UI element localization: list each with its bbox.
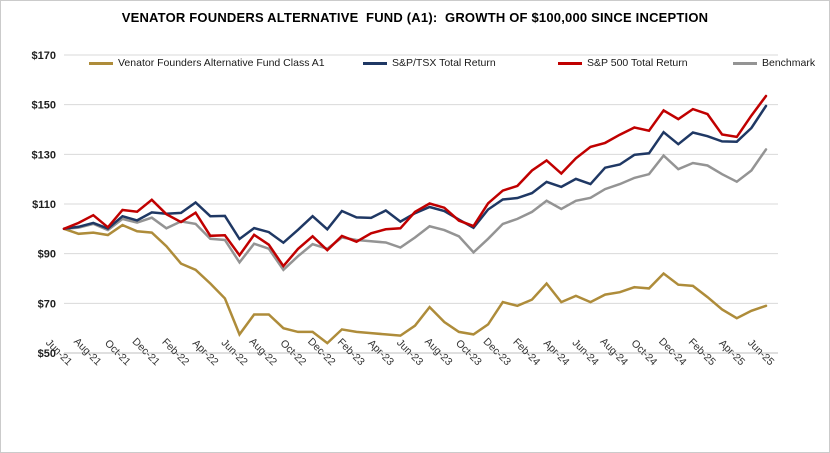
- x-axis-label: Aug-24: [598, 336, 631, 369]
- legend-label-benchmark: Benchmark: [762, 57, 816, 69]
- y-axis-label: $70: [38, 298, 56, 310]
- y-axis-label: $50: [38, 348, 56, 360]
- x-axis-label: Feb-23: [335, 336, 367, 368]
- x-axis-label: Aug-22: [247, 336, 280, 369]
- x-axis-label: Feb-24: [510, 336, 542, 368]
- x-axis-label: Aug-23: [422, 336, 455, 369]
- y-axis-label: $150: [32, 100, 56, 112]
- legend-swatch-tsx-icon: [363, 61, 387, 65]
- legend-item-tsx: S&P/TSX Total Return: [363, 56, 496, 70]
- x-axis-label: Dec-21: [130, 336, 163, 369]
- legend-label-tsx: S&P/TSX Total Return: [392, 57, 496, 69]
- legend-swatch-benchmark-icon: [733, 61, 757, 65]
- y-axis-labels: $50 $70 $90 $110 $130 $150 $170: [32, 50, 56, 360]
- y-axis-label: $110: [32, 199, 56, 211]
- x-axis-label: Dec-22: [305, 336, 338, 369]
- benchmark-line: [62, 148, 768, 272]
- x-axis-label: Dec-23: [481, 336, 514, 369]
- legend-item-benchmark: Benchmark: [733, 56, 815, 70]
- x-axis-labels: Jun-21Aug-21Oct-21Dec-21Feb-22Apr-22Jun-…: [43, 336, 776, 369]
- x-axis-label: Dec-24: [656, 336, 689, 369]
- x-axis-label: Feb-22: [159, 336, 191, 368]
- x-axis-label: Feb-25: [686, 336, 718, 368]
- legend-label-fund-a1: Venator Founders Alternative Fund Class …: [118, 57, 325, 69]
- gridlines: [64, 54, 778, 304]
- chart-title: VENATOR FOUNDERS ALTERNATIVE FUND (A1): …: [121, 10, 709, 25]
- x-axis-label: Aug-21: [71, 336, 104, 369]
- y-axis-label: $90: [38, 249, 56, 261]
- x-axis: [63, 352, 778, 357]
- legend-item-sp500: S&P 500 Total Return: [558, 56, 688, 70]
- y-axis-label: $130: [32, 149, 56, 161]
- y-axis-label: $170: [32, 50, 56, 62]
- tsx-line: [62, 104, 768, 245]
- legend-swatch-sp500-icon: [558, 61, 582, 65]
- legend-label-sp500: S&P 500 Total Return: [587, 57, 688, 69]
- legend-swatch-fund-a1-icon: [89, 61, 113, 65]
- sp500-line: [62, 94, 768, 269]
- fund-a1-line: [62, 223, 768, 345]
- legend-item-fund-a1: Venator Founders Alternative Fund Class …: [89, 56, 325, 70]
